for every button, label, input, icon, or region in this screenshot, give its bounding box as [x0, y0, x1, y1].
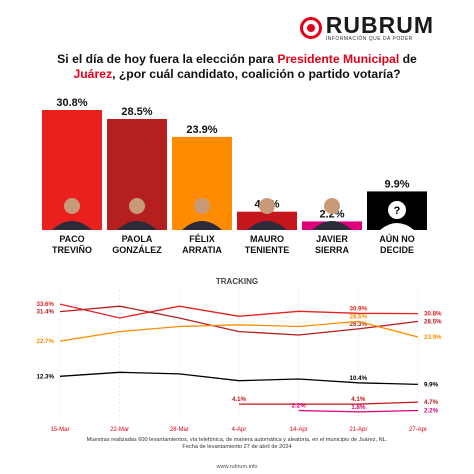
- series-data-label: 4.1%: [351, 396, 366, 403]
- bar: [237, 211, 297, 230]
- photo-body: [182, 221, 222, 230]
- x-tick-label: 4-Apr: [232, 427, 247, 433]
- series-data-label: 22.7%: [36, 338, 54, 345]
- photo-body: [247, 221, 287, 230]
- series-data-label: 31.4%: [36, 309, 54, 316]
- series-data-label: 1.8%: [351, 404, 366, 411]
- series-data-label: 12.3%: [36, 373, 54, 380]
- series-line: [59, 371, 419, 386]
- series-line: [239, 401, 419, 405]
- photo-head: [194, 198, 210, 214]
- category-label: SIERRA: [315, 245, 350, 255]
- category-label: AÚN NO: [379, 233, 415, 244]
- question-text: Si el día de hoy fuera la elección para: [57, 52, 278, 66]
- survey-question: Si el día de hoy fuera la elección para …: [10, 52, 464, 82]
- bar-value-label: 28.5%: [121, 106, 152, 118]
- series-data-label: 23.9%: [424, 334, 442, 341]
- candidate-photo-icon: [182, 198, 222, 230]
- category-label: PACO: [59, 234, 84, 244]
- bar-value-label: 23.9%: [186, 124, 217, 136]
- bar: [172, 136, 232, 230]
- photo-head: [64, 198, 80, 214]
- series-data-label: 9.9%: [424, 381, 439, 388]
- methodology-note: Muestras realizadas 600 levantamientos, …: [0, 437, 474, 451]
- silhouette-head: [388, 201, 406, 219]
- x-tick-label: 27-Apr: [409, 427, 427, 433]
- x-tick-label: 22-Mar: [110, 427, 129, 433]
- series-data-label: 2.2%: [424, 408, 439, 415]
- photo-head: [259, 198, 275, 214]
- rubrum-logo-icon: [299, 17, 322, 39]
- x-tick-label: 28-Mar: [170, 427, 189, 433]
- bar-value-label: 9.9%: [384, 178, 409, 190]
- question-mark: ?: [394, 205, 401, 217]
- series-data-label: 26.3%: [350, 321, 368, 328]
- category-label: DECIDE: [380, 245, 414, 255]
- category-label: TREVIÑO: [52, 245, 92, 255]
- series-data-label: 4.7%: [424, 399, 439, 406]
- bar-value-label: 30.8%: [56, 97, 87, 109]
- brand-name: RUBRUM: [325, 12, 434, 38]
- photo-body: [312, 221, 352, 230]
- category-label: MAURO: [250, 234, 284, 244]
- question-highlight-city: Juárez: [73, 67, 113, 81]
- website-credit: www.rubrum.info: [216, 464, 258, 470]
- category-label: GONZÁLEZ: [112, 245, 162, 255]
- survey-date: Fecha de levantamiento 27 de abril de 20…: [182, 444, 292, 450]
- question-highlight-office: Presidente Municipal: [277, 52, 400, 66]
- x-tick-label: 21-Apr: [349, 427, 367, 433]
- photo-body: [117, 221, 157, 230]
- series-data-label: 4.1%: [232, 396, 247, 403]
- methodology-line: Muestras realizadas 600 levantamientos, …: [86, 437, 388, 443]
- category-label: TENIENTE: [245, 245, 290, 255]
- series-data-label: 10.4%: [350, 375, 368, 382]
- category-label: JAVIER: [316, 234, 348, 244]
- category-label: FÉLIX: [189, 234, 215, 244]
- candidate-photo-icon: [247, 198, 287, 230]
- series-line: [59, 305, 419, 336]
- x-tick-label: 15-Mar: [50, 427, 69, 433]
- photo-head: [324, 198, 340, 214]
- series-line: [59, 303, 419, 319]
- series-data-label: 28.5%: [350, 313, 368, 320]
- photo-body: [52, 221, 92, 230]
- bar-value-label: 2.2%: [319, 208, 344, 220]
- photo-head: [129, 198, 145, 214]
- category-label: ARRATIA: [182, 245, 222, 255]
- question-text-end: , ¿por cuál candidato, coalición o parti…: [112, 67, 401, 81]
- silhouette-body: [380, 223, 414, 230]
- series-data-label: 30.8%: [424, 311, 442, 318]
- series-data-label: 30.9%: [350, 305, 368, 312]
- question-mark-icon: ?: [380, 201, 414, 230]
- candidate-photo-icon: [312, 198, 352, 230]
- x-tick-label: 14-Apr: [290, 427, 308, 433]
- brand-text: RUBRUM INFORMACIÓN QUE DA PODER: [325, 12, 434, 43]
- candidate-photo-icon: [117, 198, 157, 230]
- series-data-label: 28.5%: [424, 318, 442, 325]
- brand-tagline: INFORMACIÓN QUE DA PODER: [325, 36, 413, 42]
- question-text-de: de: [399, 52, 417, 66]
- series-line: [59, 320, 419, 342]
- series-data-label: 2.2%: [292, 403, 307, 410]
- category-label: PAOLA: [122, 234, 153, 244]
- series-data-label: 33.6%: [36, 301, 54, 308]
- candidate-photo-icon: [52, 198, 92, 230]
- tracking-title: TRACKING: [216, 277, 258, 286]
- series-line: [298, 409, 419, 413]
- brand-header: RUBRUM INFORMACIÓN QUE DA PODER: [299, 12, 434, 43]
